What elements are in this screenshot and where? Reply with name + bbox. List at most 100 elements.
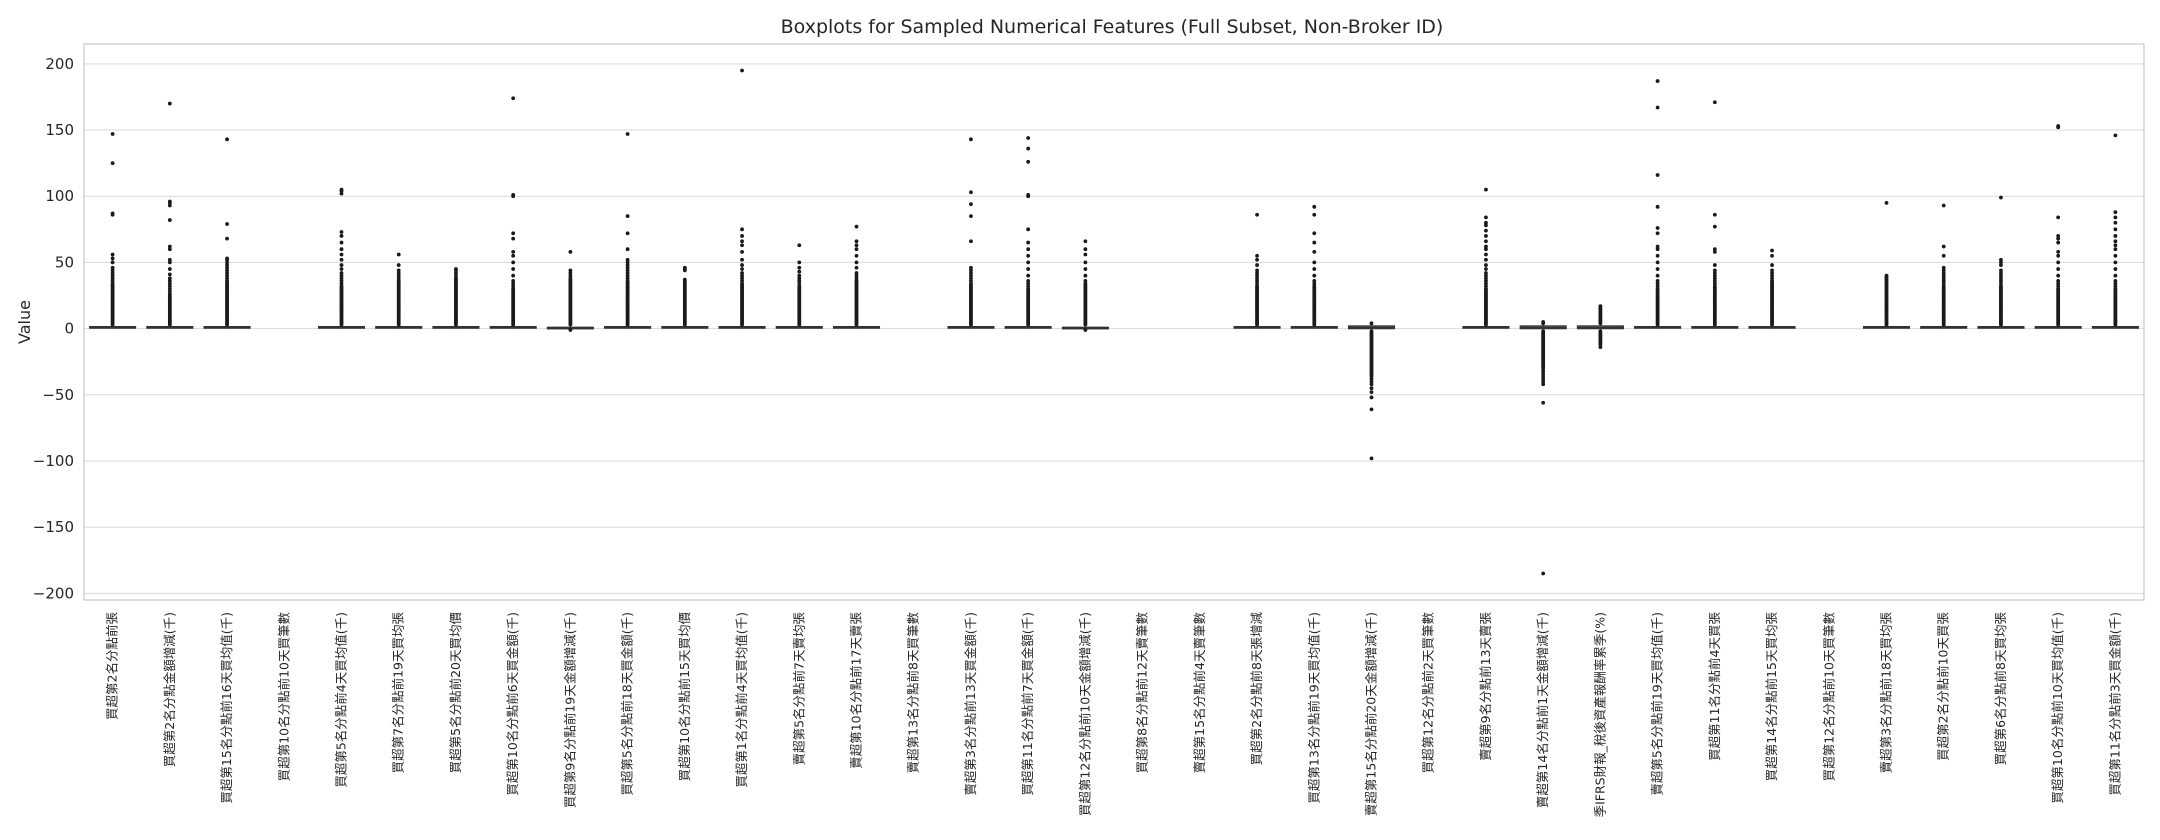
outlier-point: [1770, 268, 1774, 273]
outlier-point: [2113, 284, 2118, 289]
x-tick-label: 買超第2名分點前8天張增減: [1249, 612, 1264, 766]
boxplot: [775, 243, 823, 329]
outlier-point: [625, 263, 630, 267]
outlier-point: [1026, 159, 1031, 164]
outlier-point: [1941, 265, 1946, 270]
boxplot: [947, 137, 995, 329]
outlier-point: [1541, 377, 1546, 381]
outlier-point: [167, 203, 172, 208]
outlier-point: [339, 257, 344, 262]
outlier-point: [339, 263, 344, 267]
x-tick-label: 買超第8名分點前12天賣筆數: [1135, 612, 1150, 774]
outlier-point: [1484, 284, 1488, 289]
outlier-point: [568, 328, 573, 332]
outlier-point: [568, 271, 573, 275]
outlier-point: [167, 276, 172, 281]
outlier-point: [1026, 279, 1031, 283]
outlier-point: [1999, 271, 2003, 275]
outlier-point: [797, 265, 802, 270]
outlier-point: [1884, 273, 1889, 278]
outlier-point: [339, 252, 344, 257]
boxplot: [2091, 133, 2139, 329]
outlier-point: [1941, 253, 1946, 258]
outlier-point: [167, 287, 172, 291]
chart-title: Boxplots for Sampled Numerical Features …: [781, 16, 1444, 38]
outlier-point: [1712, 247, 1717, 252]
outlier-point: [625, 279, 630, 283]
outlier-point: [2113, 243, 2118, 248]
outlier-point: [1484, 271, 1488, 275]
outlier-point: [854, 265, 859, 270]
outlier-point: [2113, 279, 2118, 283]
outlier-point: [1655, 253, 1660, 258]
x-tick-label: 賣超第3名分點前13天買金額(千): [963, 612, 978, 796]
x-tick-label: 賣超第13名分點前8天買筆數: [906, 612, 921, 774]
outlier-point: [1255, 279, 1259, 283]
boxplot: [1233, 212, 1281, 329]
outlier-point: [1999, 281, 2003, 286]
x-tick-label: 買超第2名分點前張: [105, 612, 120, 720]
boxplot: [1061, 239, 1109, 332]
x-tick-label: 買超第5名分點前4天買均值(千): [334, 612, 349, 788]
outlier-point: [110, 211, 115, 216]
x-tick-label: 買超第15名分點前16天買均值(千): [219, 612, 234, 804]
outlier-point: [1655, 231, 1660, 236]
outlier-point: [1655, 273, 1660, 278]
outlier-point: [740, 281, 744, 286]
boxplot: [718, 68, 766, 329]
outlier-point: [1598, 304, 1603, 309]
outlier-point: [511, 279, 516, 283]
outlier-point: [740, 234, 744, 238]
outlier-point: [1770, 253, 1774, 258]
outlier-point: [1712, 271, 1717, 275]
outlier-point: [1941, 276, 1946, 281]
outlier-point: [2056, 287, 2061, 291]
outlier-point: [625, 273, 630, 278]
outlier-point: [511, 96, 516, 101]
outlier-point: [167, 199, 172, 204]
outlier-point: [1712, 273, 1717, 278]
x-tick-label: 買超第12名分點前10天金額增減(千): [1077, 612, 1092, 816]
outlier-point: [740, 68, 744, 73]
boxplot: [1691, 100, 1739, 329]
outlier-point: [2113, 234, 2118, 238]
outlier-point: [511, 249, 516, 254]
outlier-point: [396, 271, 401, 275]
outlier-point: [1541, 382, 1546, 387]
outlier-point: [2056, 240, 2061, 245]
outlier-point: [797, 279, 802, 283]
outlier-point: [225, 137, 229, 142]
outlier-point: [454, 276, 458, 281]
outlier-point: [339, 240, 344, 245]
outlier-point: [167, 260, 172, 265]
x-tick-label: 賣超第9名分點前13天賣張: [1478, 612, 1493, 761]
outlier-point: [1312, 260, 1317, 265]
outlier-point: [225, 222, 229, 226]
outlier-point: [1655, 79, 1660, 83]
outlier-point: [225, 236, 229, 241]
outlier-point: [1941, 268, 1946, 273]
outlier-point: [969, 279, 973, 283]
x-tick-label: 季IFRS財報_稅後資產報酬率累季(%): [1592, 612, 1607, 817]
outlier-point: [740, 273, 744, 278]
boxplot: [1748, 248, 1796, 329]
outlier-point: [339, 281, 344, 286]
outlier-point: [339, 271, 344, 275]
outlier-point: [1312, 281, 1317, 286]
outlier-point: [2113, 133, 2118, 138]
outlier-point: [1999, 195, 2003, 200]
outlier-point: [339, 187, 344, 192]
outlier-point: [511, 236, 516, 241]
boxplot: [1862, 200, 1911, 329]
outlier-point: [2113, 253, 2118, 258]
boxplot: [432, 267, 480, 329]
outlier-point: [1541, 369, 1546, 373]
outlier-point: [1484, 279, 1488, 283]
outlier-point: [740, 279, 744, 283]
outlier-point: [110, 273, 115, 278]
outlier-point: [740, 249, 744, 254]
outlier-point: [1999, 279, 2003, 283]
outlier-point: [339, 284, 344, 289]
outlier-point: [1941, 244, 1946, 249]
outlier-point: [1655, 281, 1660, 286]
